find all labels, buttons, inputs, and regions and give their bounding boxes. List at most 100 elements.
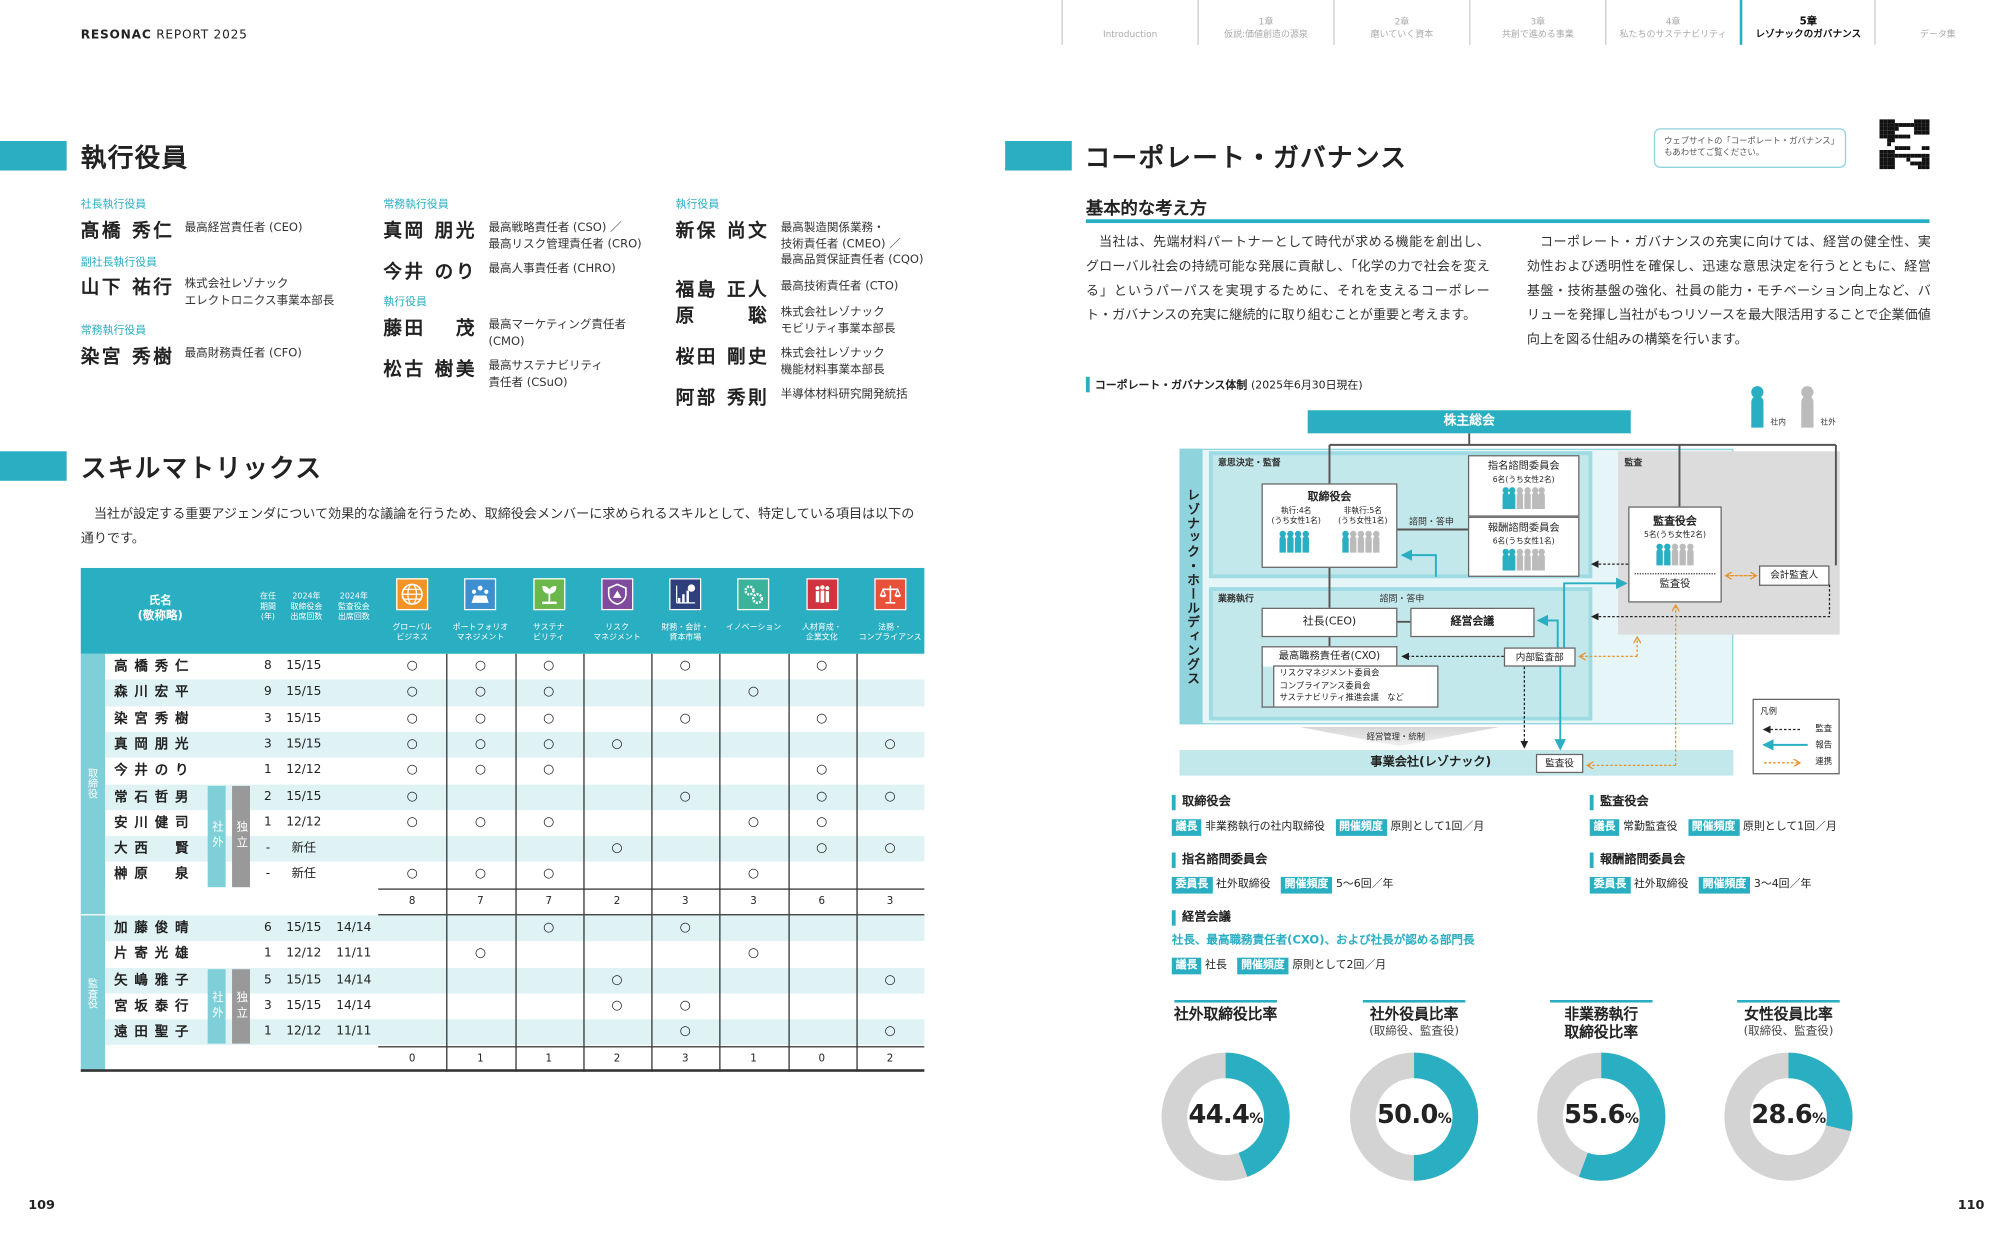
executive-name: 福島 正人 bbox=[675, 280, 770, 302]
holdings-label: レゾナック・ホールディングス bbox=[1179, 448, 1203, 725]
skill-mark: ○ bbox=[816, 789, 828, 804]
nav-tab[interactable]: データ集 bbox=[1874, 0, 2000, 45]
executive-position: 最高技術責任者 (CTO) bbox=[781, 279, 899, 295]
skill-mark: ○ bbox=[474, 684, 487, 700]
skills-title: スキルマトリックス bbox=[80, 452, 323, 484]
skill-mark: ○ bbox=[543, 763, 555, 778]
remuneration-committee-box: 報酬諮問委員会 6名(うち女性1名) bbox=[1467, 516, 1580, 577]
page-number-left: 109 bbox=[28, 1198, 55, 1213]
skill-total: 6 bbox=[818, 894, 826, 907]
nav-tab[interactable]: Introduction bbox=[1061, 0, 1198, 45]
header-line: ポートフォリオ bbox=[452, 623, 509, 633]
people-icon bbox=[805, 578, 838, 611]
body-heading: 監査役会 bbox=[1589, 794, 1649, 811]
body-details: 委員長 社外取締役 開催頻度 5～6回／年 bbox=[1171, 876, 1393, 894]
body-heading: 経営会議 bbox=[1171, 910, 1231, 926]
chart-title: 社外役員比率 (取締役、監査役) bbox=[1344, 1005, 1485, 1041]
nav-tab[interactable]: 3章 共創で進める事業 bbox=[1469, 0, 1605, 45]
board-attendance: 12/12 bbox=[286, 1024, 322, 1039]
skill-mark: ○ bbox=[406, 867, 418, 882]
header-line: リスク bbox=[605, 623, 629, 633]
skill-mark: ○ bbox=[474, 737, 487, 752]
header-line: マネジメント bbox=[593, 633, 641, 643]
chart-subtitle: (取締役、監査役) bbox=[1743, 1025, 1834, 1039]
portfolio-icon bbox=[464, 578, 497, 611]
ceo-box: 社長(CEO) bbox=[1261, 607, 1398, 638]
header-line: イノベーション bbox=[725, 623, 782, 633]
executive-name: 山下 祐行 bbox=[80, 278, 175, 299]
qr-code[interactable] bbox=[1879, 119, 1930, 170]
detail-text: 原則として1回／月 bbox=[1390, 820, 1485, 834]
position-line: 最高品質保証責任者 (CQO) bbox=[780, 253, 924, 267]
skill-mark: ○ bbox=[543, 658, 555, 674]
skill-mark: ○ bbox=[611, 998, 623, 1013]
title-bar bbox=[0, 451, 67, 481]
executive-name: 阿部 秀則 bbox=[675, 388, 770, 409]
skill-mark: ○ bbox=[474, 867, 487, 882]
audit-board-box: 監査役会 5名(うち女性2名) 監査役 bbox=[1628, 506, 1722, 603]
skill-mark: ○ bbox=[474, 946, 487, 961]
nav-tab[interactable]: 1章 仮説:価値創造の源泉 bbox=[1197, 0, 1333, 45]
body-heading: 取締役会 bbox=[1171, 794, 1231, 811]
executive-name: 真岡 朋光 bbox=[383, 221, 478, 243]
detail-text: 原則として2回／月 bbox=[1292, 958, 1387, 972]
nav-tab-number: 4章 bbox=[1665, 16, 1681, 27]
board-attendance: 15/15 bbox=[286, 972, 322, 987]
executive-position: 最高財務責任者 (CFO) bbox=[185, 346, 302, 362]
column-divider bbox=[583, 653, 585, 914]
gears-icon bbox=[737, 578, 770, 611]
chart-top-rule bbox=[1549, 999, 1653, 1003]
skills-intro: 当社が設定する重要アジェンダについて効果的な議論を行うため、取締役会メンバーに求… bbox=[80, 507, 915, 547]
outside-tag: 社外 bbox=[207, 785, 226, 887]
skill-mark: ○ bbox=[474, 711, 487, 726]
independent-tag: 独立 bbox=[232, 785, 250, 887]
detail-tag: 委員長 bbox=[1589, 876, 1631, 894]
title-bar bbox=[1005, 141, 1072, 171]
column-divider bbox=[856, 653, 858, 914]
scales-icon bbox=[874, 578, 907, 611]
executive-name: 髙橋 秀仁 bbox=[80, 221, 175, 243]
chart-top-rule bbox=[1174, 999, 1277, 1003]
header-line: 人材育成・ bbox=[801, 623, 842, 633]
body-details: 議長 非業務執行の社内取締役 開催頻度 原則として1回／月 bbox=[1171, 819, 1485, 836]
chart-title-text: 女性役員比率 bbox=[1744, 1005, 1833, 1024]
column-divider bbox=[787, 653, 790, 914]
donut-value: 50.0% bbox=[1363, 1099, 1466, 1130]
board-attendance: 15/15 bbox=[286, 789, 322, 804]
skill-mark: ○ bbox=[816, 841, 828, 856]
audit-attendance: 11/11 bbox=[336, 946, 372, 961]
detail-tag: 開催頻度 bbox=[1698, 876, 1751, 894]
accounting-auditor-box: 会計監査人 bbox=[1758, 565, 1830, 586]
cxo-box: 最高職務責任者(CXO) bbox=[1261, 646, 1398, 667]
executive-name: 藤田 茂 bbox=[383, 319, 478, 340]
skill-column-label: グローバル ビジネス bbox=[378, 623, 446, 644]
legend-box: 凡例 監査 報告 連携 bbox=[1752, 698, 1840, 775]
board-attendance: 15/15 bbox=[286, 711, 322, 726]
nav-tab-number: 2章 bbox=[1394, 16, 1410, 27]
nav-tab-label: 仮説:価値創造の源泉 bbox=[1224, 29, 1308, 40]
tenure: - bbox=[265, 841, 271, 856]
skill-matrix-table: 氏名 (敬称略) 在任 期間 (年) 2024年 取締役会 出席回数 2024年 監査役会 出席回数… bbox=[80, 567, 925, 1072]
header-line: 資本市場 bbox=[669, 633, 702, 643]
nav-tab[interactable]: 5章 レゾナックのガバナンス bbox=[1739, 0, 1875, 45]
header-line: 出席回数 bbox=[337, 612, 370, 622]
skill-mark: ○ bbox=[747, 684, 760, 700]
nav-tab[interactable]: 2章 磨いていく資本 bbox=[1333, 0, 1469, 45]
tenure: 2 bbox=[264, 789, 272, 804]
body-heading: 報酬諮問委員会 bbox=[1589, 852, 1685, 868]
skill-total: 1 bbox=[750, 1051, 757, 1064]
skill-mark: ○ bbox=[474, 658, 487, 674]
executive-name: 新保 尚文 bbox=[675, 221, 770, 243]
totals-divider bbox=[378, 1045, 925, 1047]
legend-audit: 監査 bbox=[1815, 723, 1833, 734]
chart-subtitle: (取締役、監査役) bbox=[1369, 1025, 1459, 1039]
skill-mark: ○ bbox=[679, 998, 691, 1013]
skill-mark: ○ bbox=[747, 946, 760, 961]
skill-mark: ○ bbox=[474, 763, 487, 778]
header-line: ビジネス bbox=[396, 633, 429, 643]
nav-tab[interactable]: 4章 私たちのサステナビリティ bbox=[1605, 0, 1740, 45]
table-row bbox=[105, 679, 925, 706]
table-header bbox=[80, 567, 925, 654]
table-bottom-rule bbox=[80, 1069, 925, 1072]
skill-mark: ○ bbox=[816, 815, 828, 830]
